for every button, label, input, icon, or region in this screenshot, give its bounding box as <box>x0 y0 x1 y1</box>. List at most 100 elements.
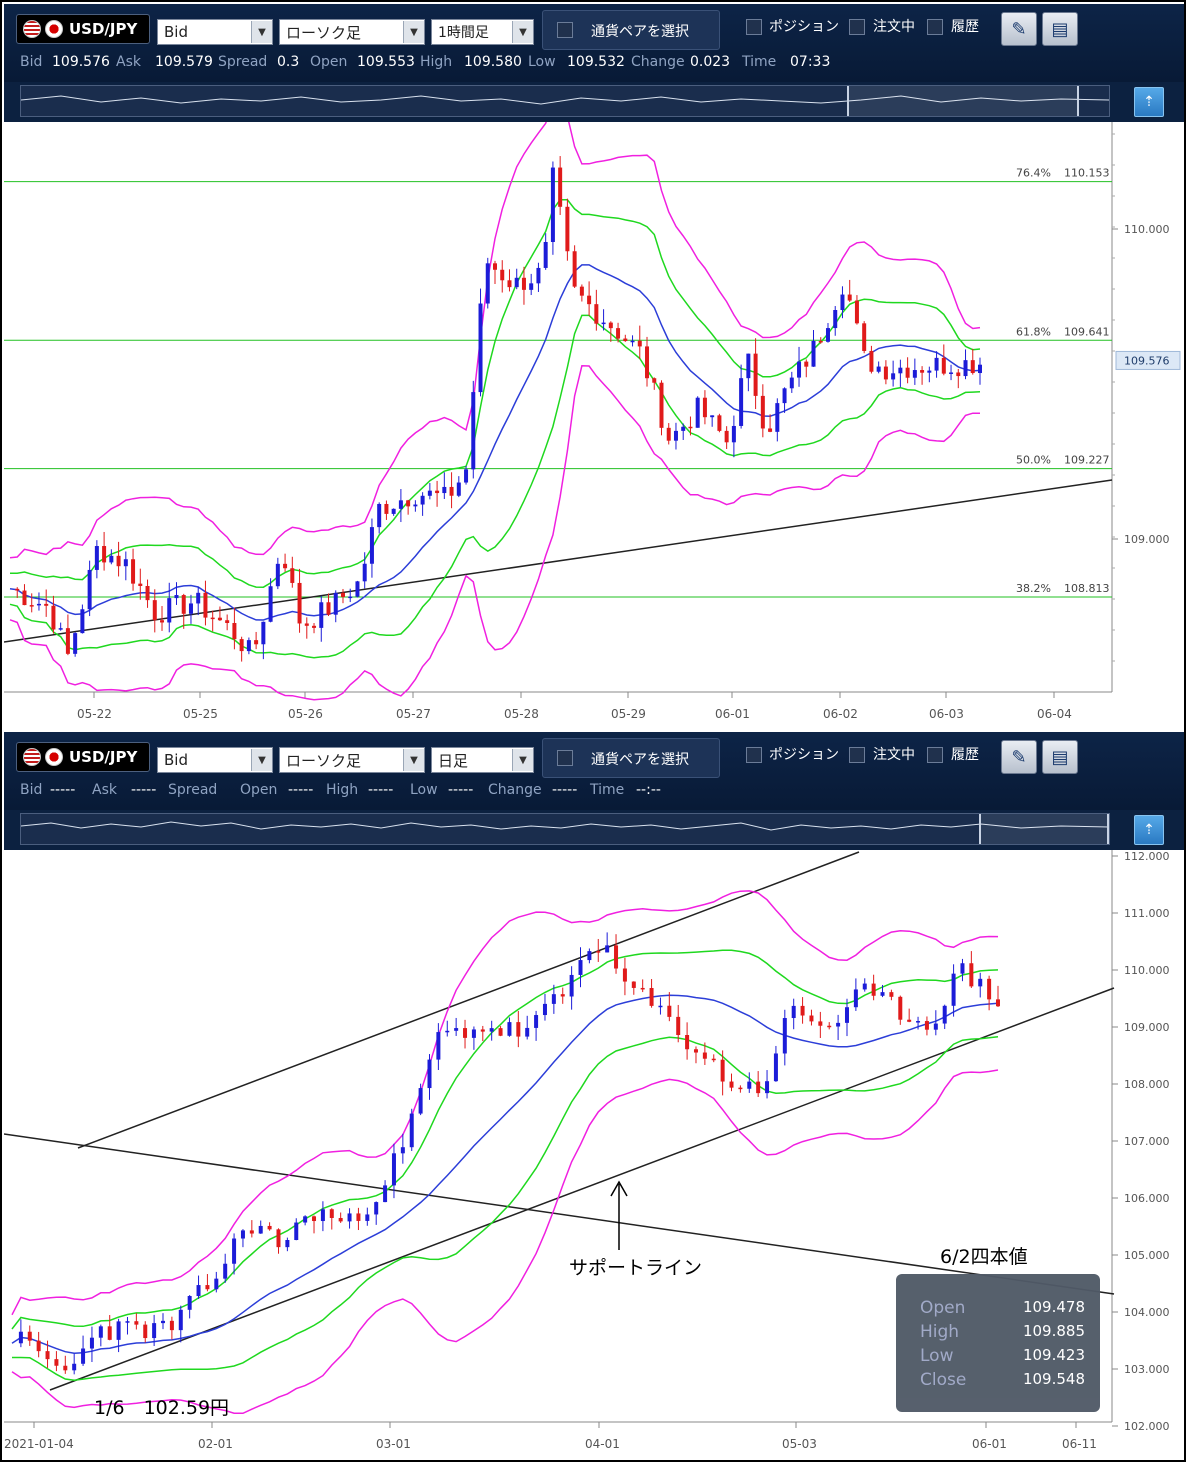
bollinger-lower-2sigma <box>9 365 980 701</box>
candle-body <box>427 490 432 496</box>
currency-pair-badge[interactable]: USD/JPY <box>16 742 150 772</box>
candle-body <box>161 1320 166 1324</box>
candle-body <box>304 623 309 626</box>
candle-body <box>695 397 700 428</box>
candle-body <box>949 372 954 374</box>
candle-body <box>485 263 490 304</box>
candle-body <box>406 500 411 507</box>
price-type-select[interactable]: Bid ▼ <box>157 747 273 773</box>
select-pair-checkbox[interactable] <box>557 750 573 766</box>
navigator-window[interactable] <box>847 86 1079 116</box>
candle-body <box>658 1005 663 1008</box>
chart-settings-icon[interactable]: ✎ <box>1001 12 1037 46</box>
candle-body <box>791 1005 796 1019</box>
chart-type-value: ローソク足 <box>286 23 362 42</box>
candle-body <box>853 989 858 1008</box>
navigator-track[interactable] <box>20 85 1110 117</box>
candle-body <box>338 1217 343 1222</box>
candle-body <box>246 640 251 652</box>
navigator-window[interactable] <box>979 814 1109 844</box>
current-price-tag <box>1115 350 1181 370</box>
select-pair-label: 通貨ペアを選択 <box>591 752 689 768</box>
select-pair-label: 通貨ペアを選択 <box>591 24 689 40</box>
history-label: 履歴 <box>951 747 979 763</box>
price-type-select[interactable]: Bid ▼ <box>157 19 273 45</box>
x-tick-label: 05-29 <box>611 707 646 721</box>
candle-body <box>223 1263 228 1279</box>
candle-body <box>391 508 396 514</box>
quote-value: ----- <box>368 782 394 798</box>
candle-body <box>731 425 736 443</box>
candle-body <box>869 350 874 372</box>
candle-body <box>312 1216 317 1222</box>
candle-body <box>355 581 360 597</box>
candle-body <box>702 397 707 418</box>
x-tick-label: 05-03 <box>782 1437 817 1451</box>
candle-body <box>131 559 136 584</box>
hourly-candlestick-chart[interactable]: 110.000 109.000 05-22 05-25 05-26 05-27 05-28 0… <box>4 122 1184 727</box>
chart-type-select[interactable]: ローソク足 ▼ <box>279 747 425 773</box>
toolbar: USD/JPY Bid ▼ ローソク足 ▼ 1時間足 ▼ 通貨ペアを選択 <box>4 4 1184 82</box>
navigator-toggle-icon[interactable]: ⇡ <box>1134 87 1164 117</box>
candle-body <box>666 427 671 441</box>
orders-checkbox[interactable] <box>849 19 865 35</box>
select-pair-button[interactable]: 通貨ペアを選択 <box>542 10 720 50</box>
candle-body <box>480 1029 485 1032</box>
currency-pair-badge[interactable]: USD/JPY <box>16 14 150 44</box>
candle-body <box>844 1007 849 1023</box>
history-checkbox[interactable] <box>927 747 943 763</box>
candle-body <box>978 364 982 374</box>
candle-body <box>87 569 92 610</box>
candle-body <box>560 994 565 997</box>
bollinger-upper-2sigma <box>9 122 981 559</box>
position-checkbox[interactable] <box>746 19 762 35</box>
candle-body <box>596 951 601 953</box>
timeframe-select[interactable]: 1時間足 ▼ <box>431 19 534 45</box>
candle-body <box>529 283 534 290</box>
window-layout-icon[interactable]: ▤ <box>1042 740 1078 774</box>
candle-body <box>825 328 830 342</box>
candle-body <box>905 367 910 378</box>
candle-body <box>862 323 867 351</box>
timeframe-select[interactable]: 日足 ▼ <box>431 747 534 773</box>
candle-body <box>608 322 613 329</box>
candle-body <box>809 1015 814 1022</box>
chart-settings-icon[interactable]: ✎ <box>1001 740 1037 774</box>
candle-body <box>116 555 121 567</box>
candle-body <box>836 1022 841 1027</box>
candle-body <box>58 628 63 630</box>
candle-body <box>294 1222 299 1241</box>
ohlc-label: Close <box>920 1370 967 1390</box>
candle-body <box>760 395 765 429</box>
window-layout-icon[interactable]: ▤ <box>1042 12 1078 46</box>
chevron-down-icon: ▼ <box>251 21 272 43</box>
x-tick-label: 04-01 <box>585 1437 620 1451</box>
candle-body <box>616 328 621 339</box>
toolbar-row: USD/JPY Bid ▼ ローソク足 ▼ 日足 ▼ 通貨ペアを選択 <box>4 732 1184 778</box>
candle-body <box>464 469 469 483</box>
orders-checkbox[interactable] <box>849 747 865 763</box>
bollinger-upper-2sigma <box>11 890 999 1316</box>
fibonacci-pct-label: 61.8% <box>1016 325 1051 338</box>
candle-body <box>107 1326 112 1340</box>
quote-label: Open <box>240 782 278 798</box>
select-pair-button[interactable]: 通貨ペアを選択 <box>542 738 720 778</box>
chevron-down-icon: ▼ <box>403 21 424 43</box>
candle-body <box>942 1005 947 1024</box>
chart-type-select[interactable]: ローソク足 ▼ <box>279 19 425 45</box>
quote-value: 0.3 <box>277 54 300 70</box>
candle-body <box>232 622 237 640</box>
navigator-toggle-icon[interactable]: ⇡ <box>1134 815 1164 845</box>
position-checkbox[interactable] <box>746 747 762 763</box>
select-pair-checkbox[interactable] <box>557 22 573 38</box>
navigator-track[interactable] <box>20 813 1110 845</box>
candle-body <box>18 1331 23 1344</box>
x-tick-label: 02-01 <box>198 1437 233 1451</box>
candle-body <box>507 1022 512 1036</box>
candle-body <box>435 490 440 494</box>
candle-body <box>578 960 583 975</box>
candle-body <box>261 621 266 645</box>
candle-body <box>747 1081 752 1089</box>
candle-body <box>765 1081 770 1094</box>
history-checkbox[interactable] <box>927 19 943 35</box>
